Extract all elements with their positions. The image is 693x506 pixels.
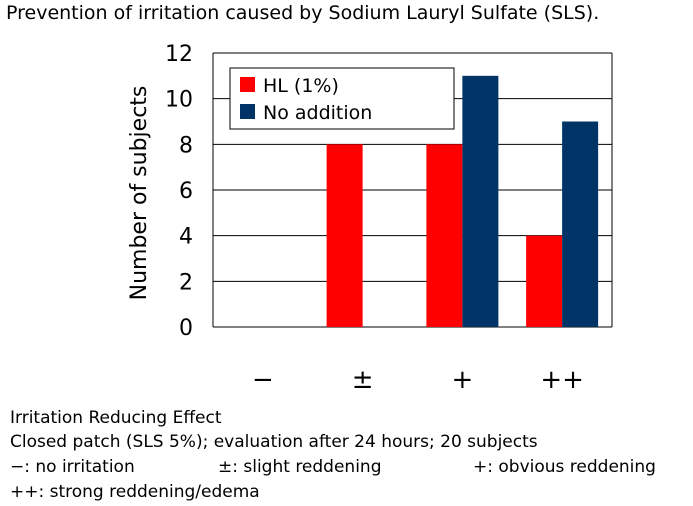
y-tick-label: 12 — [165, 42, 193, 67]
y-tick-label: 2 — [179, 270, 193, 295]
y-tick-label: 8 — [179, 133, 193, 158]
y-tick-labels: 0 2 4 6 8 10 12 — [165, 42, 193, 341]
x-tick-labels: − ± + ++ — [252, 365, 584, 395]
legend-swatch — [240, 104, 255, 119]
bars — [326, 75, 599, 327]
x-tick-label: − — [252, 365, 274, 395]
bar — [526, 235, 563, 327]
legend-label: No addition — [263, 102, 372, 124]
chart-title: Prevention of irritation caused by Sodiu… — [6, 2, 600, 24]
bar — [426, 144, 463, 327]
legend-label: HL (1%) — [263, 75, 339, 97]
bar — [326, 144, 363, 327]
y-tick-label: 4 — [179, 225, 193, 250]
key-obvious-reddening: +: obvious reddening — [473, 457, 656, 477]
x-tick-label: + — [451, 365, 473, 395]
caption-title: Irritation Reducing Effect — [10, 408, 222, 428]
legend-swatch — [240, 77, 255, 92]
x-tick-label: ± — [352, 365, 374, 395]
bar — [462, 75, 499, 327]
y-axis-label: Number of subjects — [127, 86, 152, 301]
y-tick-label: 0 — [179, 316, 193, 341]
key-strong-reddening: ++: strong reddening/edema — [10, 482, 260, 502]
bar — [562, 121, 599, 327]
y-tick-label: 10 — [165, 88, 193, 113]
key-no-irritation: −: no irritation — [10, 457, 135, 477]
legend-box — [229, 67, 455, 130]
key-slight-reddening: ±: slight reddening — [218, 457, 382, 477]
caption-method: Closed patch (SLS 5%); evaluation after … — [10, 432, 538, 452]
legend: HL (1%) No addition — [229, 67, 455, 130]
x-tick-label: ++ — [540, 365, 584, 395]
y-tick-label: 6 — [179, 179, 193, 204]
